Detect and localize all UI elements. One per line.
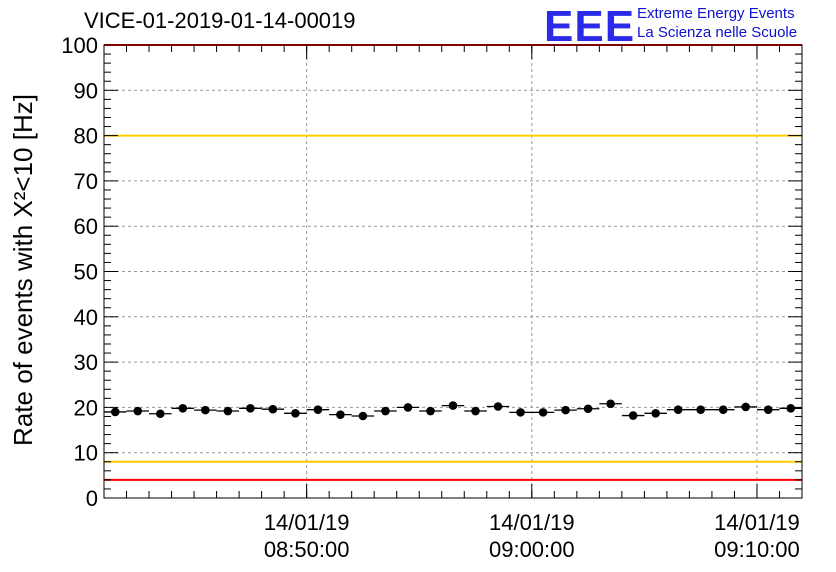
logo-caption-line2: La Scienza nelle Scuole [637, 24, 798, 41]
x-tick-date: 14/01/19 [264, 510, 350, 535]
data-point [201, 405, 210, 415]
data-points [104, 399, 802, 421]
logo-caption-line1: Extreme Energy Events [637, 5, 795, 22]
y-tick-label: 50 [74, 260, 98, 285]
x-tick-time: 09:10:00 [714, 537, 800, 562]
data-point [741, 402, 751, 412]
data-point [358, 411, 368, 421]
data-point [561, 405, 570, 415]
data-point [651, 408, 660, 418]
data-point [673, 405, 683, 414]
y-tick-label: 70 [74, 169, 98, 194]
data-point [223, 406, 233, 416]
x-tick-labels: 14/01/1908:50:0014/01/1909:00:0014/01/19… [264, 510, 800, 562]
y-tick-label: 60 [74, 214, 98, 239]
data-point [493, 402, 503, 411]
axes [103, 44, 803, 499]
y-tick-label: 20 [74, 395, 98, 420]
x-tick-date: 14/01/19 [489, 510, 575, 535]
chart-title: VICE-01-2019-01-14-00019 [84, 8, 356, 33]
data-point [516, 408, 525, 417]
grid-layer [104, 45, 802, 498]
y-tick-label: 30 [74, 350, 98, 375]
x-tick-date: 14/01/19 [714, 510, 800, 535]
data-point [133, 406, 143, 416]
data-point [246, 404, 255, 413]
x-tick-time: 08:50:00 [264, 537, 350, 562]
data-point [583, 404, 593, 414]
data-point [110, 407, 120, 417]
y-tick-label: 100 [61, 33, 98, 58]
data-point [403, 403, 413, 412]
data-point [291, 408, 300, 418]
y-tick-label: 80 [74, 124, 98, 149]
data-point [763, 405, 773, 414]
data-point [696, 405, 705, 414]
data-point [471, 406, 480, 416]
data-point [786, 404, 796, 413]
data-point [178, 404, 188, 413]
plot-frame [103, 44, 803, 499]
data-point [448, 401, 458, 410]
data-point [336, 410, 345, 419]
y-axis-label: Rate of events with X²<10 [Hz] [8, 94, 38, 446]
y-tick-label: 0 [86, 486, 98, 511]
eee-logo: EEE [544, 2, 636, 51]
data-point [538, 408, 548, 417]
reference-lines [104, 44, 802, 481]
x-tick-time: 09:00:00 [489, 537, 575, 562]
data-point [426, 406, 435, 416]
y-tick-label: 10 [74, 441, 98, 466]
data-point [628, 411, 638, 420]
y-tick-label: 40 [74, 305, 98, 330]
data-point [313, 405, 323, 414]
data-point [381, 406, 390, 416]
data-point [606, 399, 615, 409]
data-point [155, 409, 165, 419]
logo-caption: Extreme Energy Events La Scienza nelle S… [637, 4, 797, 42]
y-tick-label: 90 [74, 78, 98, 103]
y-tick-labels: 0 10 20 30 40 50 60 70 80 90 100 [61, 33, 98, 511]
data-point [718, 405, 728, 414]
data-point [268, 404, 278, 414]
